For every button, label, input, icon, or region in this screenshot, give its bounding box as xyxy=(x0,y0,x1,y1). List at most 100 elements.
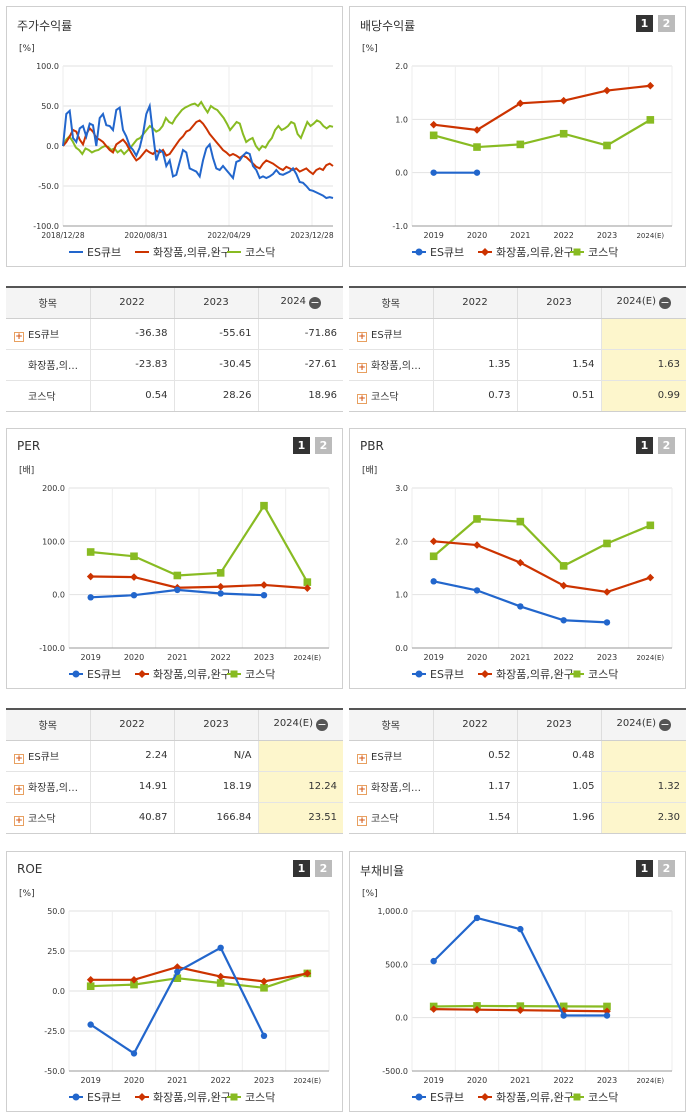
page-1-button[interactable]: 1 xyxy=(636,15,653,32)
pager: 1 2 xyxy=(293,437,332,454)
expand-plus-icon[interactable]: + xyxy=(14,784,24,795)
x-tick-label: 2019 xyxy=(423,231,443,240)
x-tick-label: 2020/08/31 xyxy=(124,231,167,240)
header-label: 항목 xyxy=(381,721,400,733)
legend-label-es: ES큐브 xyxy=(430,1091,464,1104)
data-point-kos xyxy=(173,571,182,580)
table-header-cell: 2022 xyxy=(432,288,517,319)
collapse-icon[interactable]: − xyxy=(659,296,672,310)
value-cell: 18.19 xyxy=(173,771,258,803)
data-point-cos xyxy=(516,558,525,567)
expand-plus-icon[interactable]: + xyxy=(357,362,367,373)
data-point-kos xyxy=(429,131,438,140)
page-2-button[interactable]: 2 xyxy=(315,437,332,454)
header-label: 항목 xyxy=(381,299,400,311)
value-cell: 23.51 xyxy=(257,802,343,833)
x-tick-label: 2021 xyxy=(510,231,530,240)
data-point-cos xyxy=(216,972,225,981)
panel-roe: ROE 1 2 [%] 50.0 25.0 0.0 -25.0 -50.0 2019 2020… xyxy=(6,851,343,1112)
y-tick-label: 2.0 xyxy=(395,62,408,71)
panel-pbr: PBR 1 2 [배] 3.0 2.0 1.0 0.0 2019 2020 2021 2022 2… xyxy=(349,428,686,689)
header-label: 2023 xyxy=(203,297,229,309)
data-point-kos xyxy=(559,562,568,570)
data-point-kos xyxy=(646,116,655,124)
legend-marker-kos xyxy=(230,1093,238,1101)
page-2-button[interactable]: 2 xyxy=(658,15,675,32)
value-cell: 0.54 xyxy=(89,380,174,411)
table-header-cell: 2024(E) − xyxy=(600,288,686,319)
x-tick-label: 2024(E) xyxy=(293,654,321,662)
x-tick-label: 2024(E) xyxy=(636,232,664,240)
legend-label-es: ES큐브 xyxy=(87,246,121,259)
row-name-label: 코스닥 xyxy=(371,391,399,403)
page-1-button[interactable]: 1 xyxy=(293,437,310,454)
page-2-button[interactable]: 2 xyxy=(658,437,675,454)
data-point-kos xyxy=(86,548,95,556)
expand-plus-icon[interactable]: + xyxy=(14,331,24,342)
table-row: + ES큐브 0.52 0.48 xyxy=(349,740,686,772)
data-point-cos xyxy=(473,541,481,549)
expand-plus-icon[interactable]: + xyxy=(357,393,367,404)
y-tick-label: 1,000.0 xyxy=(377,907,408,916)
collapse-icon[interactable]: − xyxy=(308,296,321,310)
chart-dividend: [%] 2.0 1.0 0.0 -1.0 2019 2020 2021 2022 2023 2024… xyxy=(362,44,673,259)
x-tick-label: 2019 xyxy=(423,1076,443,1085)
page-2-button[interactable]: 2 xyxy=(658,860,675,877)
table-header-cell: 항목 xyxy=(6,288,90,319)
legend-marker-kos xyxy=(230,670,238,678)
header-label: 2022 xyxy=(119,297,145,309)
row-name-cell: 화장품,의… xyxy=(6,349,90,381)
table-header-cell: 2022 xyxy=(89,710,174,741)
value-cell xyxy=(600,318,686,350)
pager: 1 2 xyxy=(636,860,675,877)
y-tick-label: 0.0 xyxy=(46,142,59,151)
legend-label-cos: 화장품,의류,완구 xyxy=(496,246,574,259)
page-2-button[interactable]: 2 xyxy=(315,860,332,877)
expand-plus-icon[interactable]: + xyxy=(357,815,367,826)
expand-plus-icon[interactable]: + xyxy=(357,784,367,795)
page-1-button[interactable]: 1 xyxy=(293,860,310,877)
data-point-cos xyxy=(216,582,225,591)
chart-legend: ES큐브 화장품,의류,완구 코스닥 xyxy=(412,1091,618,1104)
row-name-label: 코스닥 xyxy=(28,813,56,825)
header-label: 2022 xyxy=(462,719,488,731)
y-unit-label: [배] xyxy=(362,465,377,476)
header-label: 2024(E) xyxy=(273,718,314,730)
data-point-kos xyxy=(603,539,611,548)
table-header-cell: 항목 xyxy=(349,288,433,319)
expand-plus-icon[interactable]: + xyxy=(357,331,367,342)
chart-roe: [%] 50.0 25.0 0.0 -25.0 -50.0 2019 2020 2021 2022… xyxy=(19,889,330,1104)
expand-plus-icon[interactable]: + xyxy=(357,753,367,764)
x-tick-label: 2023 xyxy=(597,653,617,662)
expand-plus-icon[interactable]: + xyxy=(14,753,24,764)
collapse-icon[interactable]: − xyxy=(659,718,672,732)
row-name-label: 화장품,의… xyxy=(28,361,78,372)
data-point-kos xyxy=(516,140,525,149)
data-point-kos xyxy=(603,1002,611,1011)
header-label: 항목 xyxy=(38,299,57,311)
data-point-es xyxy=(603,619,611,626)
page-1-button[interactable]: 1 xyxy=(636,437,653,454)
legend-label-cos: 화장품,의류,완구 xyxy=(496,1091,574,1104)
row-name-cell: + 코스닥 xyxy=(349,802,433,833)
data-point-cos xyxy=(86,976,95,984)
table-row: 코스닥 0.54 28.26 18.96 xyxy=(6,380,343,411)
y-tick-label: 50.0 xyxy=(41,102,59,111)
table-row: + ES큐브 2.24 N/A xyxy=(6,740,343,772)
chart-legend: ES큐브 화장품,의류,완구 코스닥 xyxy=(412,668,618,681)
table-pbr: 항목 2022 2023 2024(E) − + ES큐브 0.52 0.48 + 화장품,의… 1.… xyxy=(349,708,686,834)
data-point-kos xyxy=(260,501,268,510)
data-point-es xyxy=(473,587,481,594)
data-point-es xyxy=(430,169,437,176)
chart-legend: ES큐브 화장품,의류,완구 코스닥 xyxy=(69,1091,275,1104)
page-1-button[interactable]: 1 xyxy=(636,860,653,877)
panel-title: 부채비율 xyxy=(360,864,405,878)
row-name-cell: + ES큐브 xyxy=(349,740,433,772)
collapse-icon[interactable]: − xyxy=(316,718,329,732)
x-tick-label: 2022 xyxy=(553,1076,573,1085)
value-cell: 1.54 xyxy=(516,349,601,381)
x-tick-label: 2023 xyxy=(254,653,274,662)
expand-plus-icon[interactable]: + xyxy=(14,815,24,826)
data-point-cos xyxy=(86,572,95,581)
